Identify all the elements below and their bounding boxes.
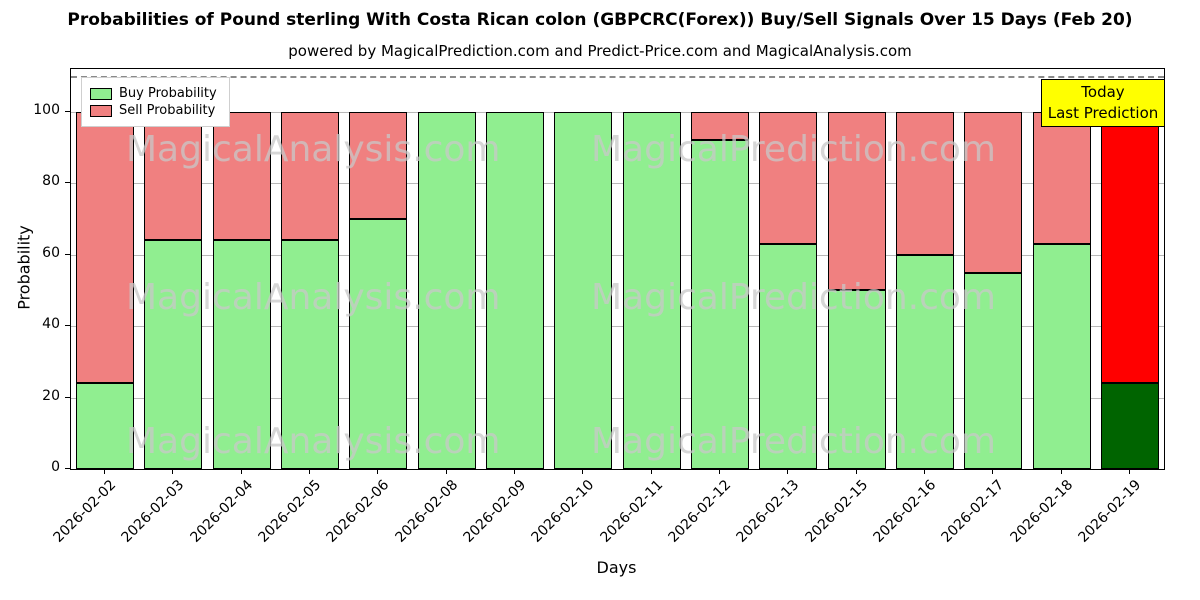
watermark-text: MagicalAnalysis.com [126,421,501,462]
sell-bar-segment [690,111,749,141]
buy-bar-segment [759,244,818,469]
annotation-line2: Last Prediction [1047,104,1159,122]
buy-bar-segment [349,219,408,469]
y-tick-mark-icon [65,325,70,327]
sell-bar-segment [1100,111,1159,384]
x-tick-mark-icon [718,469,720,474]
x-tick-mark-icon [309,469,311,474]
x-tick-mark-icon [240,469,242,474]
chart-subtitle: powered by MagicalPrediction.com and Pre… [288,42,912,60]
x-tick-mark-icon [172,469,174,474]
buy-bar-segment [281,240,340,469]
x-tick-mark-icon [787,469,789,474]
x-tick-mark-icon [1128,469,1130,474]
sell-bar-segment [759,111,818,244]
plot-area: Buy Probability Sell Probability Today L… [70,68,1165,470]
chart-title: Probabilities of Pound sterling With Cos… [67,10,1133,30]
sell-bar-segment [76,111,135,384]
buy-bar-segment [417,111,476,469]
y-gridline [71,254,1164,256]
x-tick-mark-icon [582,469,584,474]
buy-bar-segment [554,111,613,469]
sell-bar-segment [827,111,886,291]
y-gridline [71,326,1164,328]
buy-bar-segment [212,240,271,469]
sell-bar-segment [281,111,340,241]
buy-bar-segment [1100,383,1159,469]
y-gridline [71,183,1164,185]
buy-bar-segment [1032,244,1091,469]
buy-bar-segment [76,383,135,469]
y-tick-label: 20 [42,387,60,404]
watermark-text: MagicalPrediction.com [591,421,996,462]
buy-bar-segment [895,254,954,469]
y-tick-mark-icon [65,182,70,184]
y-tick-mark-icon [65,396,70,398]
buy-bar-segment [964,272,1023,469]
buy-bar-segment [622,111,681,469]
y-tick-mark-icon [65,253,70,255]
y-tick-label: 0 [51,459,60,475]
x-tick-mark-icon [923,469,925,474]
buy-bar-segment [486,111,545,469]
y-tick-mark-icon [65,110,70,112]
watermark-text: MagicalPrediction.com [591,277,996,318]
x-tick-mark-icon [1060,469,1062,474]
sell-bar-segment [349,111,408,219]
y-tick-mark-icon [65,468,70,469]
legend-item-buy: Buy Probability [90,86,217,101]
y-gridline [71,111,1164,113]
y-tick-label: 60 [42,244,60,261]
sell-bar-segment [1032,111,1091,244]
legend-item-sell: Sell Probability [90,103,217,118]
watermark-text: MagicalAnalysis.com [126,129,501,170]
sell-bar-segment [212,111,271,241]
x-tick-mark-icon [104,469,106,474]
x-tick-mark-icon [855,469,857,474]
x-tick-mark-icon [650,469,652,474]
buy-swatch-icon [90,87,112,100]
legend: Buy Probability Sell Probability [81,77,230,127]
legend-buy-label: Buy Probability [119,86,217,101]
sell-bar-segment [964,111,1023,273]
legend-sell-label: Sell Probability [119,103,216,118]
sell-swatch-icon [90,104,112,117]
y-tick-label: 40 [42,316,60,333]
y-tick-label: 100 [33,101,60,118]
dashed-guide-line [71,76,1164,79]
sell-bar-segment [144,111,203,241]
buy-bar-segment [144,240,203,469]
x-tick-mark-icon [514,469,516,474]
annotation-line1: Today [1081,83,1125,101]
today-annotation: Today Last Prediction [1041,79,1165,127]
watermark-text: MagicalPrediction.com [591,129,996,170]
y-tick-label: 80 [42,173,60,190]
watermark-text: MagicalAnalysis.com [126,277,501,318]
x-tick-mark-icon [445,469,447,474]
x-tick-mark-icon [377,469,379,474]
buy-bar-segment [690,140,749,469]
buy-bar-segment [827,290,886,469]
x-axis-label: Days [596,558,637,577]
sell-bar-segment [895,111,954,255]
y-gridline [71,397,1164,399]
x-tick-mark-icon [992,469,994,474]
y-axis-label: Probability [14,225,34,310]
